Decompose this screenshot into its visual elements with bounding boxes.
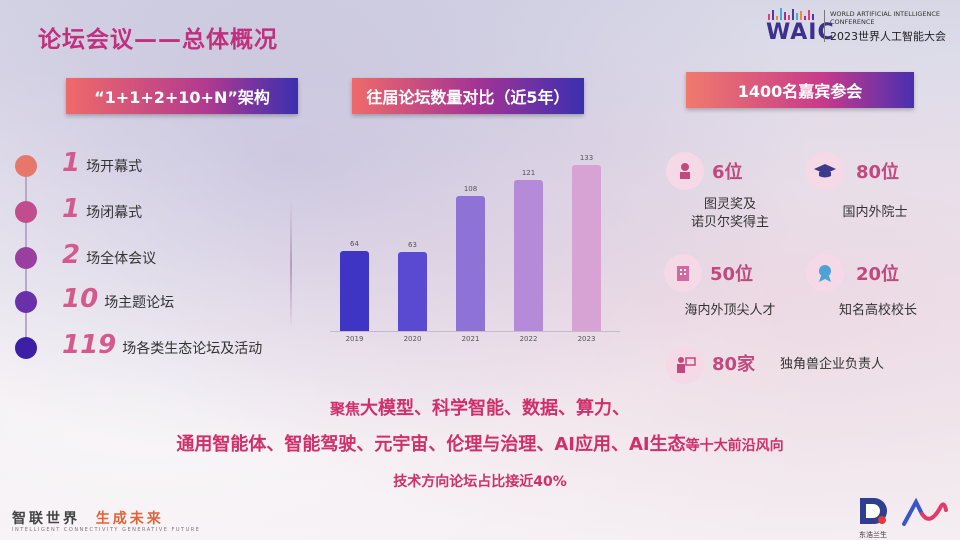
timeline-label: 场闭幕式 [86,205,143,221]
timeline-item: 2 场全体会议 [62,240,156,270]
timeline-item: 1 场开幕式 [62,148,142,178]
waic-logo: WAIC WORLD ARTIFICIAL INTELLIGENCE CONFE… [766,6,956,46]
focus-line-2: 通用智能体、智能驾驶、元宇宙、伦理与治理、AI应用、AI生态等十大前沿风向 [0,430,960,456]
guest-desc-line: 海内外顶尖人才 [684,303,776,318]
guest-count: 6位 [712,162,743,183]
chart-bar [514,179,543,331]
focus-topics-2: 通用智能体、智能驾驶、元宇宙、伦理与治理、AI应用、AI生态 [176,434,686,455]
timeline-count: 10 [62,284,99,314]
slogan-english: INTELLIGENT CONNECTIVITY GENERATIVE FUTU… [12,527,201,533]
chart-data-label: 64 [350,240,359,248]
logo-bar [812,14,814,20]
chart-bar [340,251,369,331]
slogan: 智联世界 生成未来 [12,508,164,528]
timeline-dot [15,337,37,359]
timeline-dot [15,291,37,313]
timeline-count: 1 [62,148,81,178]
page-title: 论坛会议——总体概况 [38,27,278,53]
guests-heading: 1400名嘉宾参会 [686,72,914,108]
chart-tick-label: 2021 [461,335,480,343]
timeline-label: 场主题论坛 [104,295,175,311]
timeline-dot [15,247,37,269]
section-divider [290,200,292,330]
building-icon [664,254,702,292]
guest-count: 80家 [712,354,756,375]
slogan-a: 智联世界 [12,511,80,527]
guest-desc-line: 诺贝尔奖得主 [690,215,769,230]
logo-divider [824,10,825,42]
timeline-count: 119 [62,330,117,360]
structure-heading: “1+1+2+10+N”架构 [66,78,298,114]
slogan-b: 生成未来 [95,511,164,527]
timeline-label: 场全体会议 [86,251,157,267]
logo-bar [792,9,794,20]
timeline-item: 119 场各类生态论坛及活动 [62,330,262,360]
guest-count: 20位 [856,264,900,285]
timeline-dot [15,201,37,223]
partner-logo-donghao: 东浩兰生 [856,496,890,539]
guest-desc-line: 图灵奖及 [703,197,756,212]
guest-count: 50位 [710,264,754,285]
medal-icon [806,254,844,292]
presenter-icon [666,346,704,384]
logo-bar [784,12,786,20]
chart-tick-label: 2020 [403,335,422,343]
focus-suffix: 等十大前沿风向 [685,438,784,454]
timeline-count: 2 [62,240,81,270]
timeline-item: 10 场主题论坛 [62,284,174,314]
logo-bar [776,16,778,20]
logo-bar [780,8,782,20]
focus-topics-1: 大模型、科学智能、数据、算力、 [360,398,630,419]
chart-tick-label: 2019 [345,335,364,343]
logo-bar [772,10,774,20]
ai-emblem-icon [902,497,948,526]
timeline-label: 场各类生态论坛及活动 [122,341,263,357]
timeline-count: 1 [62,194,81,224]
partner-logo-ai [900,496,948,536]
chart-data-label: 108 [463,185,478,193]
graduation-cap-icon [806,152,844,190]
logo-bar [808,10,810,20]
logo-bar [788,15,790,20]
timeline-item: 1 场闭幕式 [62,194,142,224]
focus-line-3: 技术方向论坛占比接近40% [393,474,567,490]
chart-data-label: 121 [521,168,536,177]
partner1-name: 东浩兰生 [859,531,887,539]
logo-bars [768,8,814,20]
focus-line-1: 聚焦大模型、科学智能、数据、算力、 [0,394,960,420]
logo-bar [796,13,798,20]
chart-tick-label: 2023 [577,335,596,343]
guest-desc: 图灵奖及诺贝尔奖得主 [660,196,800,232]
guest-desc: 国内外院士 [805,204,945,222]
timeline-dot [15,155,37,177]
chart-bar [572,164,601,331]
logo-mark: WAIC [766,20,835,45]
chart-data-label: 63 [408,241,417,250]
guest-desc-line: 国内外院士 [842,205,908,220]
chart-bar [398,252,427,331]
logo-chinese: 2023世界人工智能大会 [830,30,946,43]
logo-bar [800,11,802,20]
logo-bar [768,14,770,20]
chart-data-label: 133 [579,153,594,162]
timeline-label: 场开幕式 [86,159,143,175]
chart-bar [456,196,485,331]
guest-desc: 知名高校校长 [808,302,948,320]
chart-baseline [330,331,620,332]
chart-tick-label: 2022 [519,335,538,343]
guest-desc-line: 独角兽企业负责人 [779,357,884,372]
focus-prefix: 聚焦 [329,400,360,418]
logo-english: WORLD ARTIFICIAL INTELLIGENCE CONFERENCE [830,10,941,26]
guest-desc-line: 知名高校校长 [838,303,917,318]
award-icon [666,152,704,190]
guest-desc: 海内外顶尖人才 [660,302,800,320]
logo-bar [804,16,806,20]
donghao-mark-icon [860,498,887,524]
chart-heading: 往届论坛数量对比（近5年） [352,78,584,114]
guest-desc: 独角兽企业负责人 [762,356,902,374]
guest-count: 80位 [856,162,900,183]
